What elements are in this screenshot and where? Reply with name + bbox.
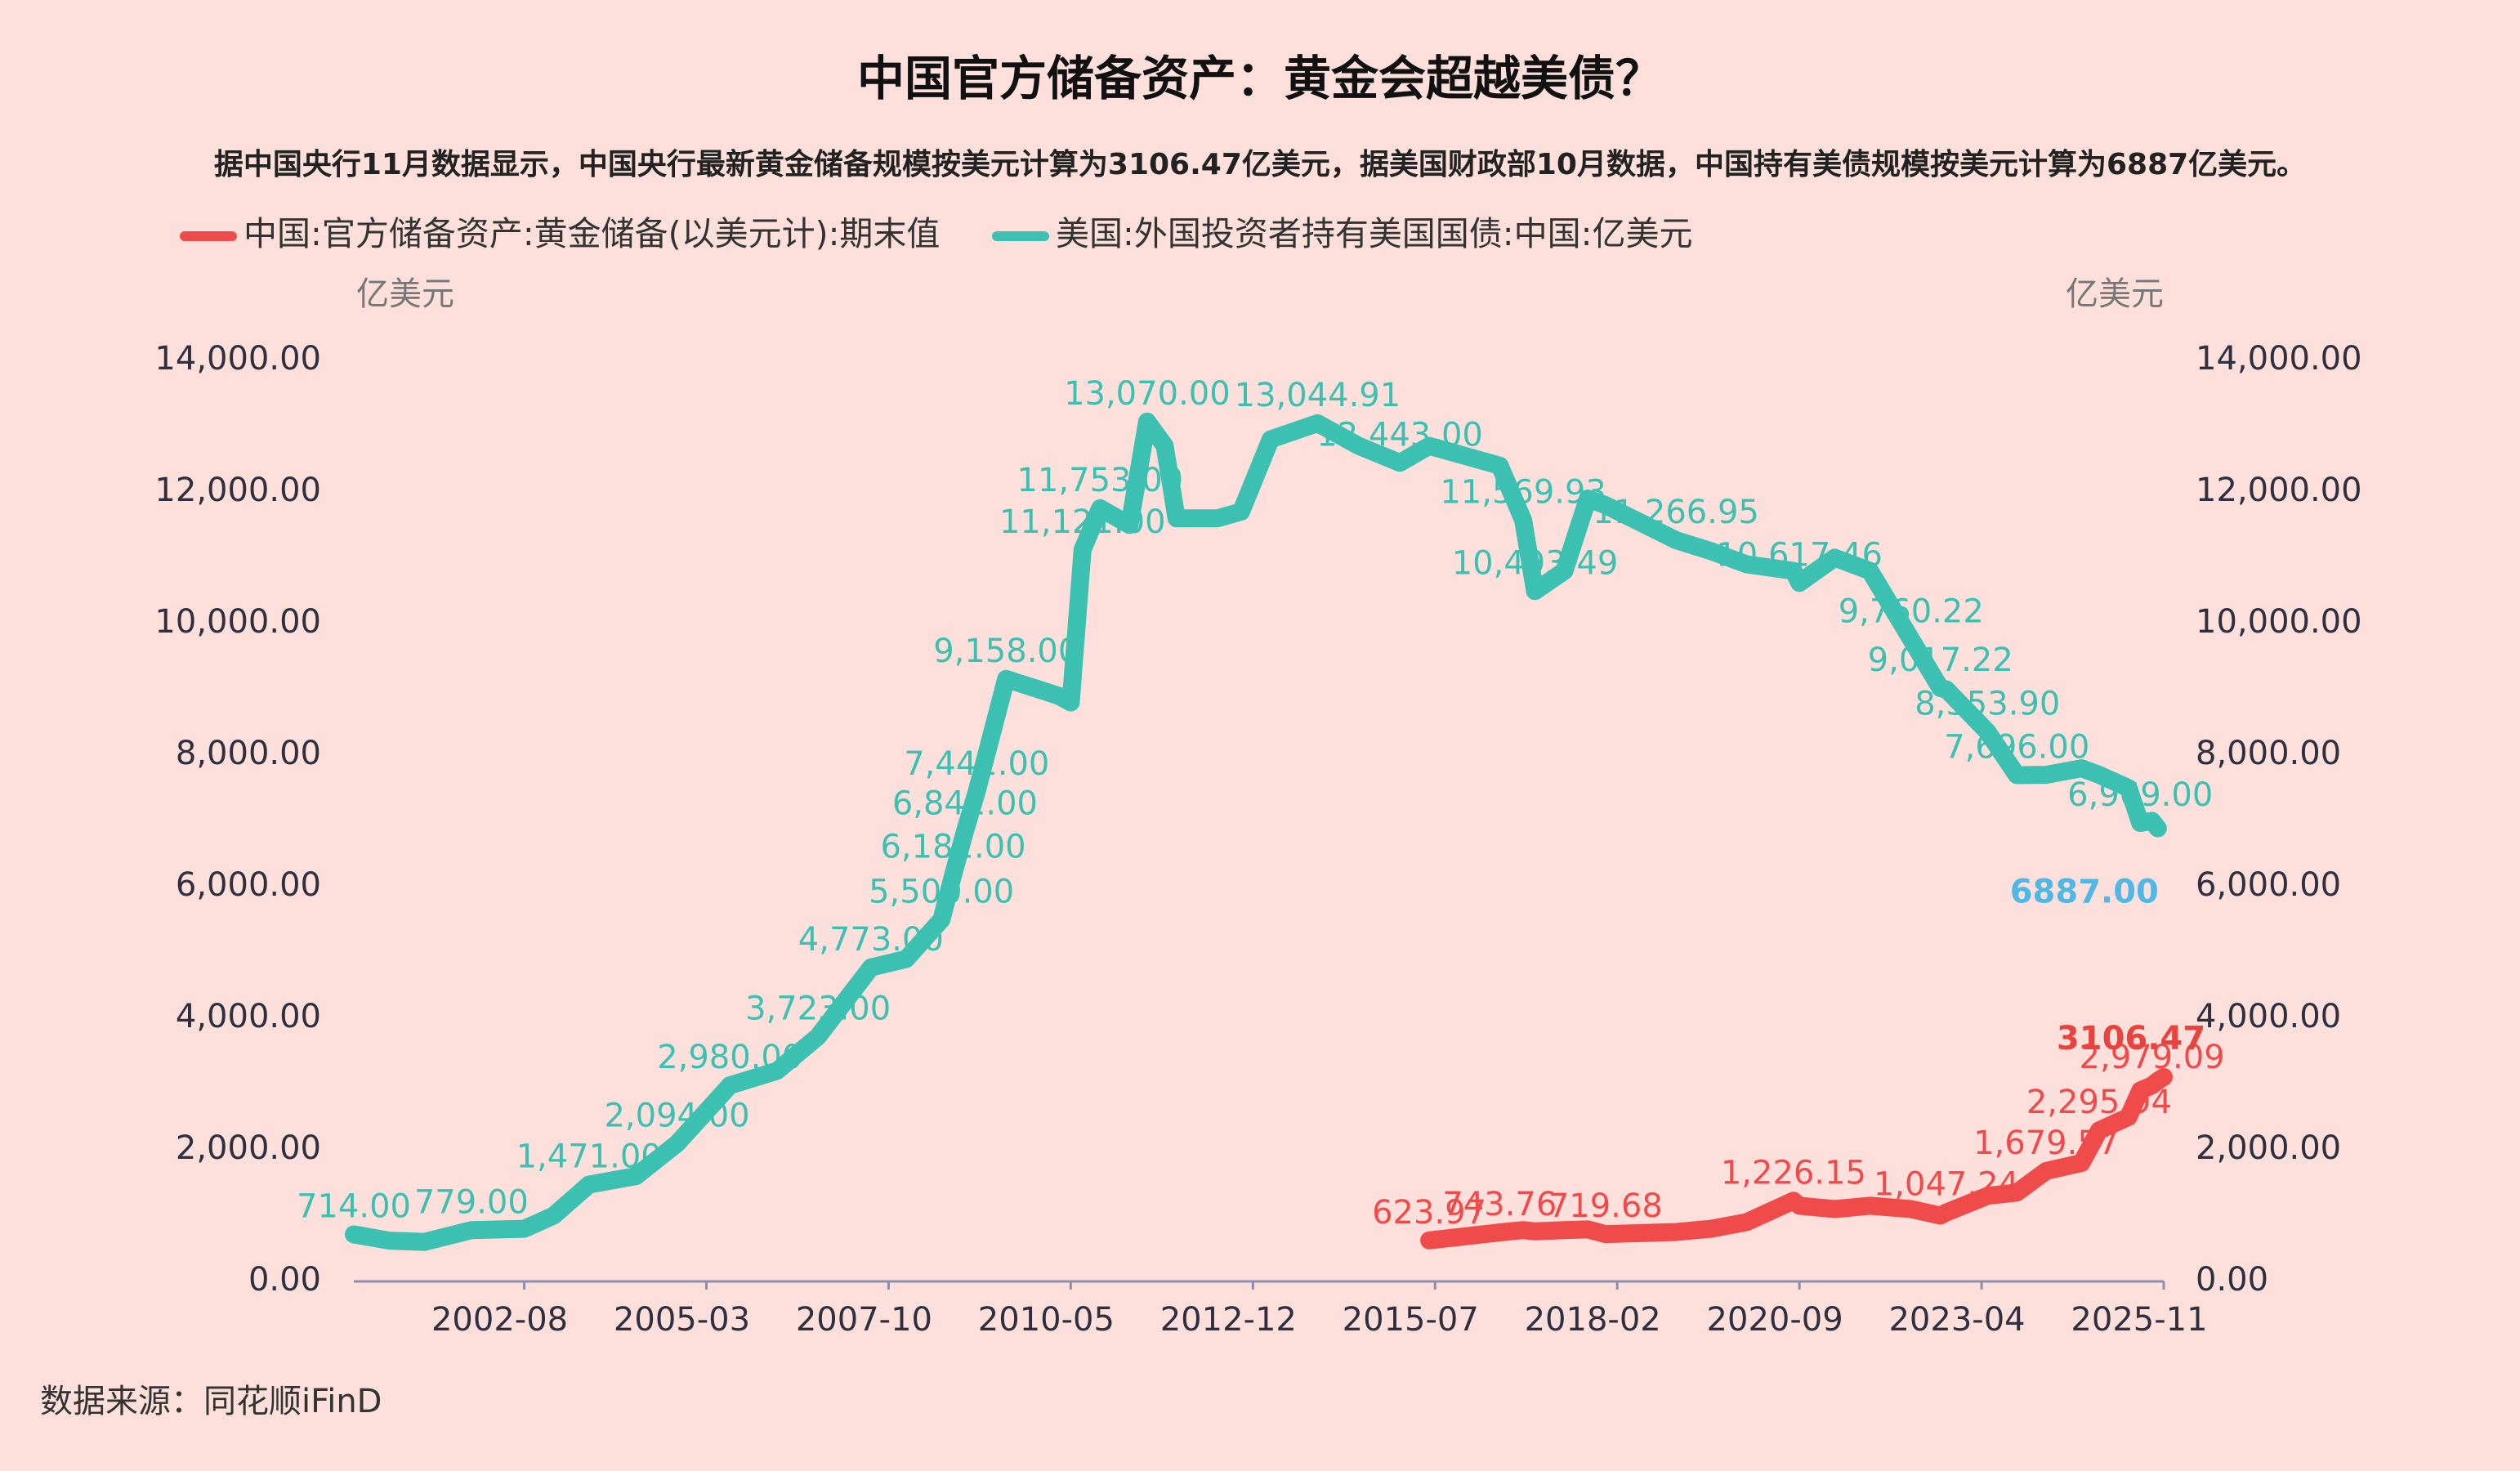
data-label: 743.76 [1442,1186,1557,1223]
y-axis-label: 亿美元 [356,275,454,313]
data-label: 1,471.00 [516,1138,662,1176]
chart-title: 中国官方储备资产：黄金会超越美债？ [857,51,1663,106]
y2-tick-label: 10,000.00 [2196,603,2362,641]
x-tick-label: 2005-03 [614,1301,750,1339]
data-label: 623.97 [1372,1194,1486,1232]
x-tick-label: 2025-11 [2071,1301,2207,1339]
data-label: 4,773.00 [798,921,944,959]
data-label: 779.00 [414,1183,529,1221]
y2-tick-label: 8,000.00 [2196,735,2341,772]
data-label: 10,493.49 [1452,544,1619,582]
source-note: 数据来源：同花顺iFinD [40,1383,382,1420]
x-tick-label: 2012-12 [1160,1301,1297,1339]
data-label: 1,679.57 [1973,1124,2119,1162]
y2-tick-label: 2,000.00 [2196,1129,2341,1167]
x-tick-label: 2015-07 [1343,1301,1479,1339]
x-tick-label: 2002-08 [431,1301,568,1339]
data-label-highlight: 6887.00 [2010,874,2159,911]
data-label-highlight: 3106.47 [2057,1020,2205,1057]
chart-subtitle: 据中国央行11月数据显示，中国央行最新黄金储备规模按美元计算为3106.47亿美… [214,147,2306,181]
data-label: 11,121.00 [999,503,1166,541]
data-label: 13,070.00 [1064,375,1231,413]
data-label: 1,226.15 [1721,1154,1866,1192]
data-label: 7,442.00 [904,745,1049,783]
data-label: 11,266.95 [1593,494,1759,531]
y2-tick-label: 6,000.00 [2196,866,2341,904]
y-tick-label: 6,000.00 [176,866,321,904]
data-label: 1,047.24 [1874,1166,2019,1204]
y-tick-label: 12,000.00 [154,472,321,509]
data-label: 5,500.00 [869,873,1014,910]
data-label: 9,158.00 [933,633,1079,670]
data-label: 3,723.00 [745,990,891,1027]
y-tick-label: 8,000.00 [176,735,321,772]
series-line [345,412,2167,1251]
x-tick-label: 2007-10 [796,1301,932,1339]
data-label: 8,353.90 [1915,686,2060,723]
y2-axis-label: 亿美元 [2066,275,2164,313]
x-tick-label: 2018-02 [1525,1301,1661,1339]
y-tick-label: 14,000.00 [154,340,321,378]
data-label: 2,295.94 [2026,1084,2172,1121]
y-tick-label: 10,000.00 [154,603,321,641]
data-label: 6,182.00 [880,828,1025,865]
data-label: 6,969.00 [2067,776,2213,814]
y2-tick-label: 4,000.00 [2196,998,2341,1035]
y2-tick-label: 14,000.00 [2196,340,2362,378]
y2-tick-label: 0.00 [2196,1261,2268,1299]
data-label: 12,443.00 [1316,416,1483,454]
x-tick-label: 2010-05 [978,1301,1115,1339]
y-tick-label: 0.00 [248,1261,321,1299]
data-label: 719.68 [1548,1187,1663,1225]
data-label: 714.00 [297,1188,411,1226]
data-label: 11,569.93 [1440,474,1606,512]
data-label: 7,696.00 [1944,728,2089,766]
data-label: 9,760.22 [1839,592,1984,630]
y2-tick-label: 12,000.00 [2196,472,2362,509]
data-label: 11,753.00 [1017,462,1184,499]
y-tick-label: 4,000.00 [176,998,321,1035]
x-tick-label: 2023-04 [1888,1301,2025,1339]
y-tick-label: 2,000.00 [176,1129,321,1167]
data-label: 2,980.00 [657,1039,802,1076]
legend-label: 美国:外国投资者持有美国国债:中国:亿美元 [1056,214,1692,253]
data-label: 2,979.09 [2080,1039,2225,1076]
series-line [1420,1067,2173,1250]
x-tick-label: 2020-09 [1707,1301,1843,1339]
legend-label: 中国:官方储备资产:黄金储备(以美元计):期末值 [244,214,940,253]
data-label: 9,017.22 [1868,642,2013,679]
data-label: 6,841.00 [892,785,1038,822]
data-label: 13,044.91 [1235,377,1401,414]
data-label: 10,617.46 [1716,536,1883,574]
data-label: 2,094.00 [604,1097,749,1134]
